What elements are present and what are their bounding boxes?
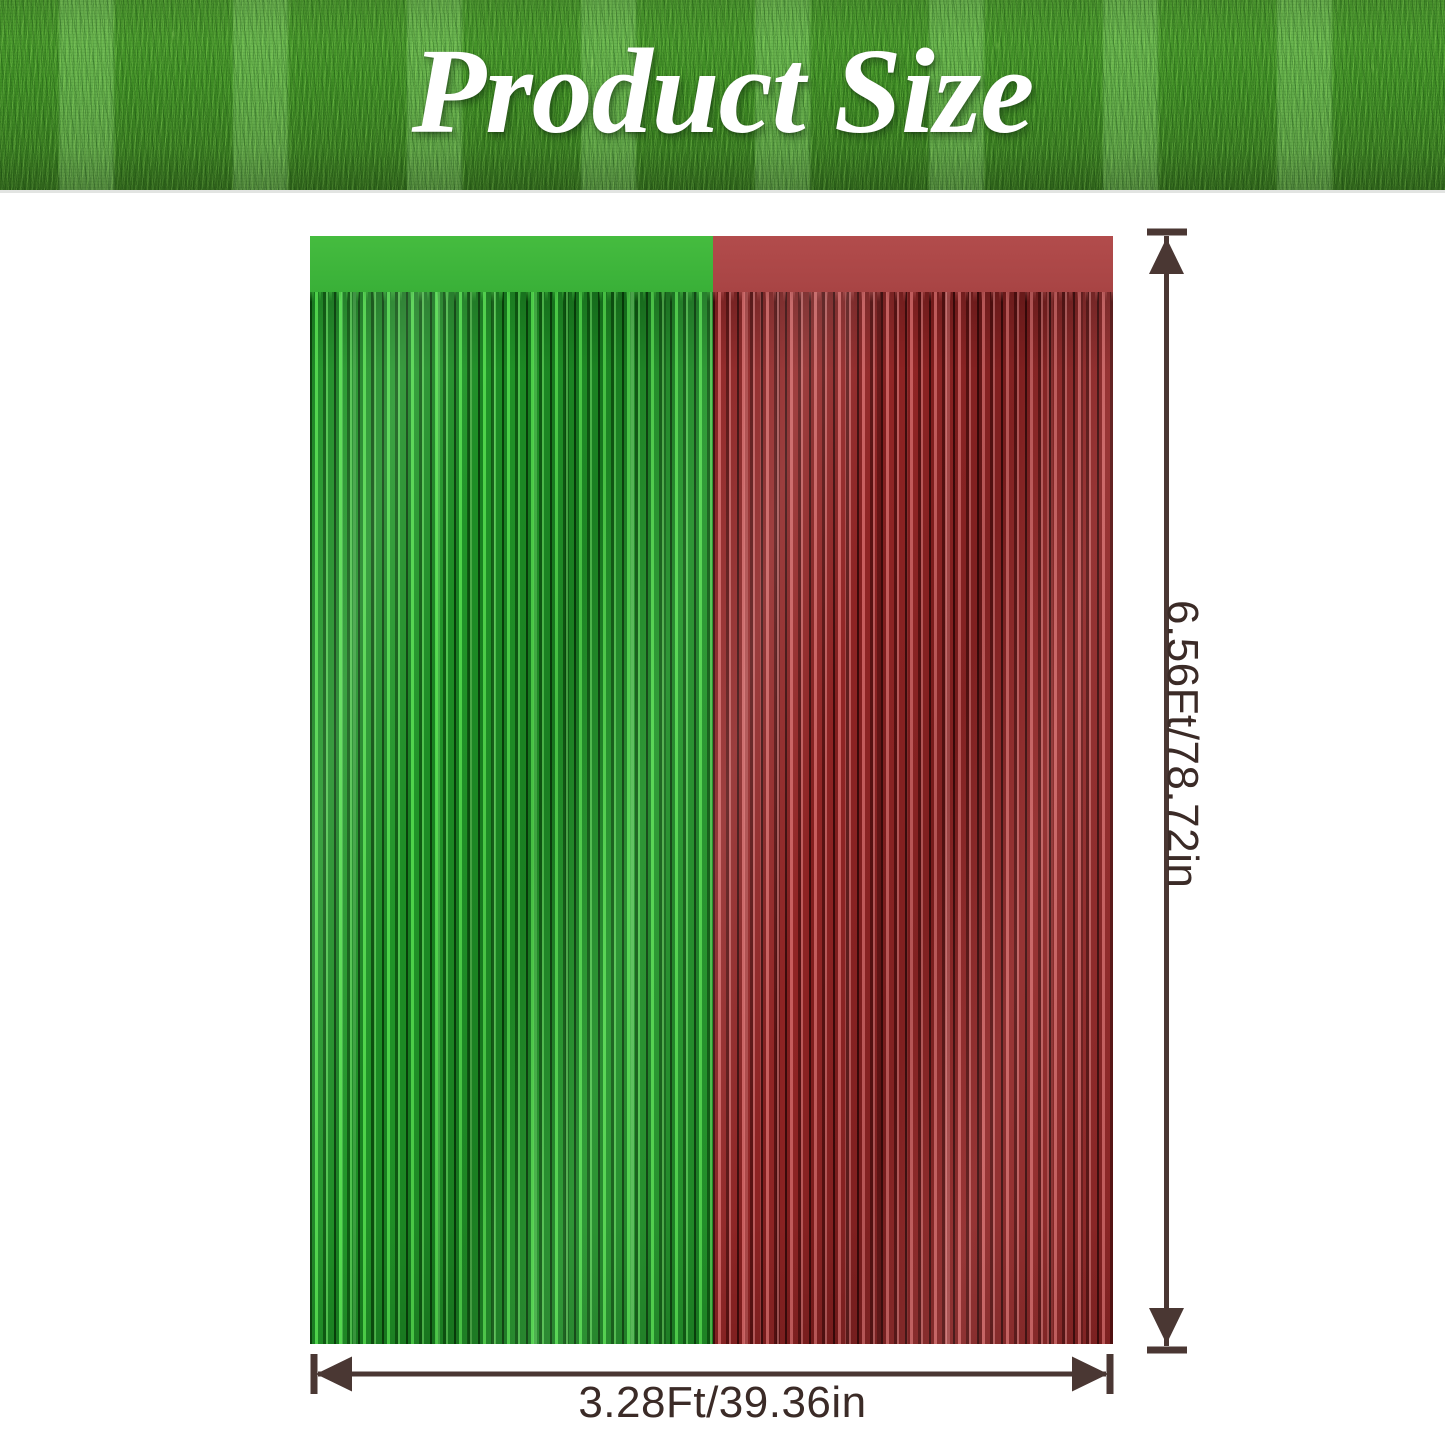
green-foil-curtain-panel <box>310 236 713 1344</box>
red-curtain-header-band <box>713 236 1113 292</box>
height-dimension-line <box>1147 228 1187 1354</box>
grass-stripes-background <box>0 0 1445 190</box>
width-arrow-right-icon <box>1072 1356 1108 1392</box>
width-arrow-left-icon <box>316 1356 352 1392</box>
width-dimension-line <box>310 1354 1114 1394</box>
page-title: Product Size <box>411 24 1035 159</box>
red-foil-sheen <box>713 276 1113 1344</box>
green-foil-sheen <box>310 276 713 1344</box>
red-foil-curtain-panel <box>713 236 1113 1344</box>
header-divider <box>0 190 1445 193</box>
grass-speckle-texture <box>0 0 1445 190</box>
red-fringe-strands <box>713 276 1113 1344</box>
product-image-foil-curtains <box>310 236 1113 1344</box>
grass-blade-texture <box>0 0 1445 190</box>
height-arrow-up-icon <box>1149 238 1184 274</box>
grass-vignette-overlay <box>0 0 1445 190</box>
height-arrow-down-icon <box>1149 1308 1184 1344</box>
width-dimension-label: 3.28Ft/39.36in <box>578 1378 867 1427</box>
height-dimension-label: 6.56Ft/78.72in <box>1158 600 1207 889</box>
green-curtain-header-band <box>310 236 713 292</box>
header-banner: Product Size <box>0 0 1445 190</box>
green-fringe-strands <box>310 276 713 1344</box>
